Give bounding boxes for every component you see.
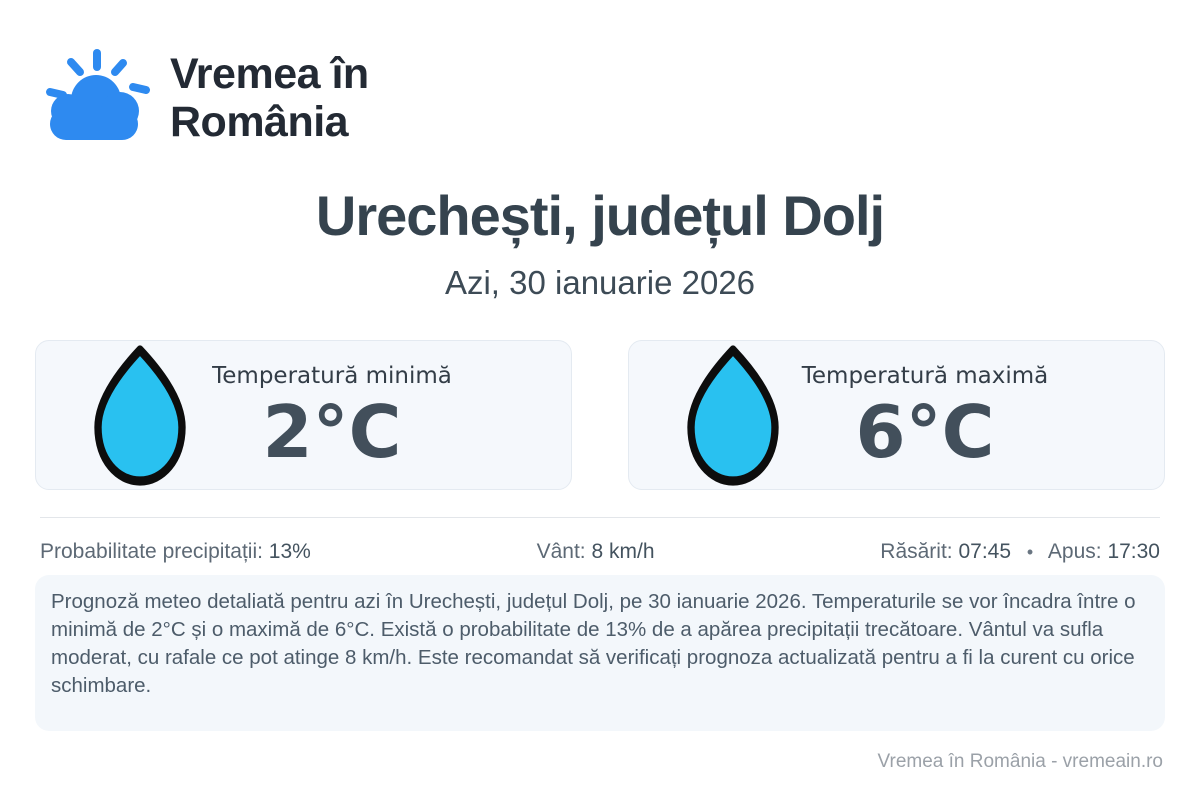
- water-drop-icon: [687, 344, 779, 486]
- precipitation-label: Probabilitate precipitații:: [40, 540, 263, 563]
- min-temperature-card: Temperatură minimă 2°C: [35, 340, 572, 490]
- brand-name-line2: România: [170, 98, 349, 146]
- max-temperature-label: Temperatură maximă: [801, 362, 1049, 389]
- forecast-text: Prognoză meteo detaliată pentru azi în U…: [51, 590, 1136, 697]
- wind-label: Vânt:: [536, 540, 586, 563]
- max-temperature-body: Temperatură maximă 6°C: [775, 363, 1075, 468]
- sunset-label: Apus:: [1047, 540, 1102, 563]
- sun-stat: Răsărit: 07:45 • Apus: 17:30: [880, 540, 1160, 564]
- brand-name-line1: Vremea în: [170, 50, 369, 98]
- brand-header: Vremea în România: [38, 46, 369, 150]
- sunset-value: 17:30: [1107, 540, 1160, 563]
- sunrise-label: Răsărit:: [880, 540, 953, 563]
- min-temperature-label: Temperatură minimă: [212, 362, 452, 389]
- precipitation-value: 13%: [268, 540, 311, 563]
- brand-name: Vremea în România: [170, 50, 369, 146]
- forecast-box: Prognoză meteo detaliată pentru azi în U…: [35, 575, 1165, 731]
- footer-credit: Vremea în România - vremeain.ro: [877, 751, 1163, 772]
- divider: [40, 517, 1160, 518]
- page-title: Urechești, județul Dolj: [315, 184, 885, 247]
- wind-value: 8 km/h: [591, 540, 655, 563]
- bullet-separator: •: [1026, 542, 1034, 562]
- temperature-cards: Temperatură minimă 2°C Temperatură maxim…: [35, 340, 1165, 490]
- min-temperature-value: 2°C: [262, 389, 402, 474]
- max-temperature-card: Temperatură maximă 6°C: [628, 340, 1165, 490]
- sunrise-value: 07:45: [958, 540, 1012, 563]
- min-temperature-body: Temperatură minimă 2°C: [182, 363, 482, 468]
- water-drop-icon: [94, 344, 186, 486]
- precipitation-stat: Probabilitate precipitații: 13%: [40, 540, 311, 564]
- wind-stat: Vânt: 8 km/h: [537, 540, 655, 564]
- max-temperature-value: 6°C: [855, 389, 995, 474]
- sun-cloud-logo-icon: [46, 49, 150, 140]
- page-subtitle: Azi, 30 ianuarie 2026: [444, 264, 756, 301]
- stats-row: Probabilitate precipitații: 13% Vânt: 8 …: [40, 540, 1160, 564]
